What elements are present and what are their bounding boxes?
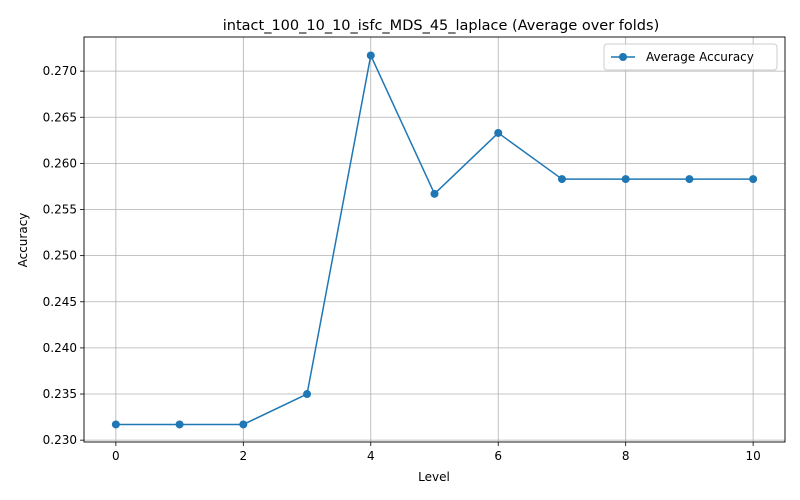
grid (84, 37, 785, 442)
data-point (175, 420, 184, 429)
y-tick-label: 0.250 (43, 249, 77, 263)
data-point (239, 420, 248, 429)
data-point (685, 175, 694, 184)
y-tick-label: 0.255 (43, 203, 77, 217)
y-tick-label: 0.230 (43, 433, 77, 447)
data-point (557, 175, 566, 184)
series-layer (111, 51, 758, 429)
x-axis-label: Level (418, 470, 450, 484)
y-tick-label: 0.260 (43, 156, 77, 170)
y-tick-label: 0.235 (43, 387, 77, 401)
data-point (303, 390, 312, 399)
x-tick-label: 6 (494, 449, 502, 463)
x-tick-label: 10 (745, 449, 760, 463)
y-tick-label: 0.265 (43, 110, 77, 124)
data-point (621, 175, 630, 184)
x-tick-label: 4 (367, 449, 375, 463)
y-axis-label: Accuracy (16, 213, 30, 268)
data-point (430, 189, 439, 198)
data-point (366, 51, 375, 60)
data-point (494, 128, 503, 137)
legend: Average Accuracy (603, 43, 778, 71)
y-tick-label: 0.240 (43, 341, 77, 355)
chart-title: intact_100_10_10_isfc_MDS_45_laplace (Av… (223, 18, 659, 34)
data-point (111, 420, 120, 429)
x-tick-label: 2 (239, 449, 247, 463)
plot-frame (83, 36, 786, 443)
x-tick-label: 8 (622, 449, 630, 463)
axis-ticks: 0 2 4 6 8 10 0.230 0.235 0.240 0.245 0.250 0.255 0.2… (43, 64, 761, 463)
legend-marker-swatch (619, 53, 627, 61)
data-point (749, 175, 758, 184)
legend-box (603, 43, 778, 71)
legend-label: Average Accuracy (646, 50, 754, 64)
x-tick-label: 0 (112, 449, 120, 463)
y-tick-label: 0.245 (43, 295, 77, 309)
y-tick-label: 0.270 (43, 64, 77, 78)
